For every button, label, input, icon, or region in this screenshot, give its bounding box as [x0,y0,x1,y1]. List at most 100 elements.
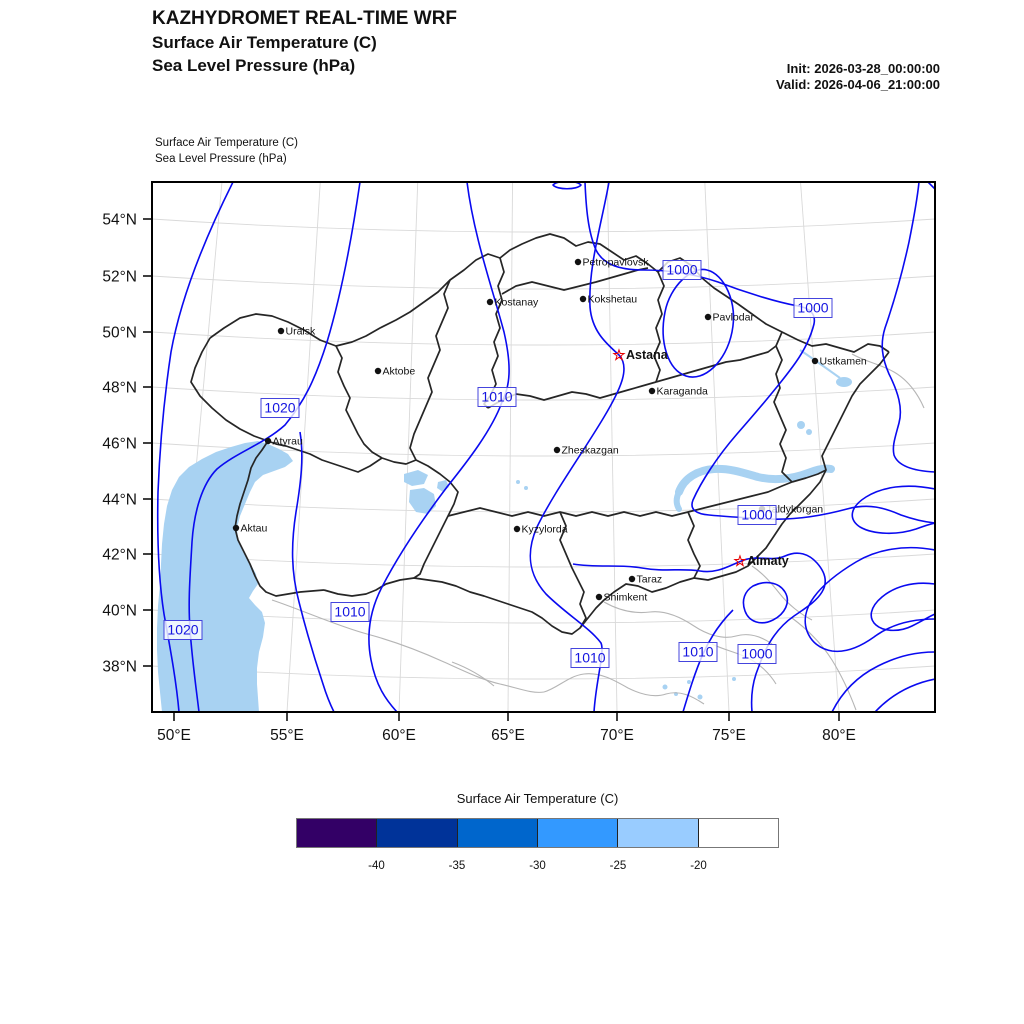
pressure-label-1000: 1000 [737,644,777,664]
graticule-parallel [152,218,935,233]
city-dot-icon [811,357,819,365]
valid-time: Valid: 2026-04-06_21:00:00 [775,77,940,92]
lat-tick-label: 44°N [102,491,137,508]
caspian-sea [157,441,293,712]
pressure-label-1010: 1010 [678,642,718,662]
city-label: Kostanay [495,297,540,309]
lake-speck [732,677,736,681]
aral-sea-east [409,488,436,514]
city-dot-icon [574,258,582,266]
lat-tick-label: 42°N [102,546,137,563]
lon-tick-label: 55°E [270,727,304,744]
city-shimkent: Shimkent [595,592,648,604]
colorbar-segment [537,819,619,847]
graticule-meridian [606,182,618,712]
graticule-parallel [152,170,935,176]
city-aktau: Aktau [232,523,268,535]
city-label: Uralsk [286,326,317,338]
colorbar-segment [297,819,378,847]
city-petropavlovsk: Petropavlovsk [574,257,650,269]
city-dot-icon [553,446,561,454]
city-dot-icon [277,327,285,335]
pressure-label-1000: 1000 [793,298,833,318]
city-kokshetau: Kokshetau [579,294,638,306]
lake-speck [516,480,520,484]
pressure-label-box [260,398,300,418]
colorbar-tick-label: -35 [448,860,466,872]
city-dot-icon [232,524,240,532]
city-label: Zheskazgan [562,445,619,457]
city-markers: Uralsk Aktobe Atyrau Aktau Kostanay Petropavl… [232,257,867,604]
city-label: Taldykorgan [767,504,824,516]
graticule-grid [152,170,935,712]
pressure-label-1000: 1000 [662,260,702,280]
lat-tick-label: 40°N [102,602,137,619]
lake-balkhash [675,464,835,496]
city-aktobe: Aktobe [374,366,416,378]
pressure-label-box [678,642,718,662]
lon-tick-label: 70°E [600,727,634,744]
lake-speck [524,486,528,490]
pressure-label-value: 1010 [481,389,512,405]
city-kyzylorda: Kyzylorda [513,524,568,536]
pressure-label-box [163,620,203,640]
city-label: Shimkent [604,592,648,604]
city-uralsk: Uralsk [277,326,317,338]
pressure-label-box [477,387,517,407]
graticule-parallel [152,553,935,568]
pressure-label-box [793,298,833,318]
pressure-label-value: 1020 [167,622,198,638]
lat-tick-label: 46°N [102,435,137,452]
balkhash-west-curl [673,489,682,512]
pressure-label-value: 1000 [741,507,772,523]
pressure-label-1010: 1010 [330,602,370,622]
city-dot-icon [595,593,603,601]
city-dot-icon [264,437,272,445]
map-subtitle-line1: Surface Air Temperature (C) [155,137,298,149]
lake-sasykkol [806,429,812,435]
aral-sea [404,470,428,486]
colorbar-segment [377,819,458,847]
city-label: Taraz [637,574,663,586]
graticule-parallel [152,275,935,290]
pressure-label-value: 1010 [682,644,713,660]
colorbar [296,818,779,848]
lon-tick-label: 65°E [491,727,525,744]
lat-tick-label: 50°N [102,324,137,341]
graticule-parallel [152,609,935,624]
lake-speck [687,680,691,684]
axis-ticks: 54°N 52°N 50°N 48°N 46°N 44°N 42°N 40°N 38°N 50°E… [102,211,856,744]
graticule-meridian [800,182,840,712]
run-times: Init: 2026-03-28_00:00:00 Valid: 2026-04… [776,61,940,93]
lon-tick-label: 75°E [712,727,746,744]
city-pavlodar: Pavlodar [704,312,755,324]
colorbar-segment [618,819,699,847]
colorbar-tick-label: -30 [529,860,546,872]
graticule-meridian [507,182,513,712]
city-dot-icon [648,387,656,395]
city-label: Kokshetau [588,294,638,306]
city-label: Pavlodar [713,312,755,324]
lat-tick-label: 48°N [102,379,137,396]
lat-tick-label: 54°N [102,211,137,228]
lon-tick-label: 60°E [382,727,416,744]
city-dot-icon [486,298,494,306]
pressure-label-box [330,602,370,622]
lon-tick-label: 50°E [157,727,191,744]
pressure-label-1010: 1010 [570,648,610,668]
city-label: Petropavlovsk [583,257,650,269]
map-canvas: Uralsk Aktobe Atyrau Aktau Kostanay Petropavl… [102,170,936,744]
header-titles: KAZHYDROMET REAL-TIME WRF Surface Air Te… [152,6,457,77]
city-almaty: ☆ Almaty [733,553,788,570]
pressure-label-1020: 1020 [260,398,300,418]
lake-alakol [797,421,805,429]
pressure-label-box [737,505,777,525]
city-label: Aktobe [383,366,416,378]
city-taraz: Taraz [628,574,663,586]
colorbar-tick-labels: -40 -35 -30 -25 -20 [296,860,779,876]
city-dot-icon [628,575,636,583]
city-astana: ☆ Astana [612,347,668,364]
subtitle-temperature: Surface Air Temperature (C) [152,33,377,52]
city-zheskazgan: Zheskazgan [553,445,619,457]
